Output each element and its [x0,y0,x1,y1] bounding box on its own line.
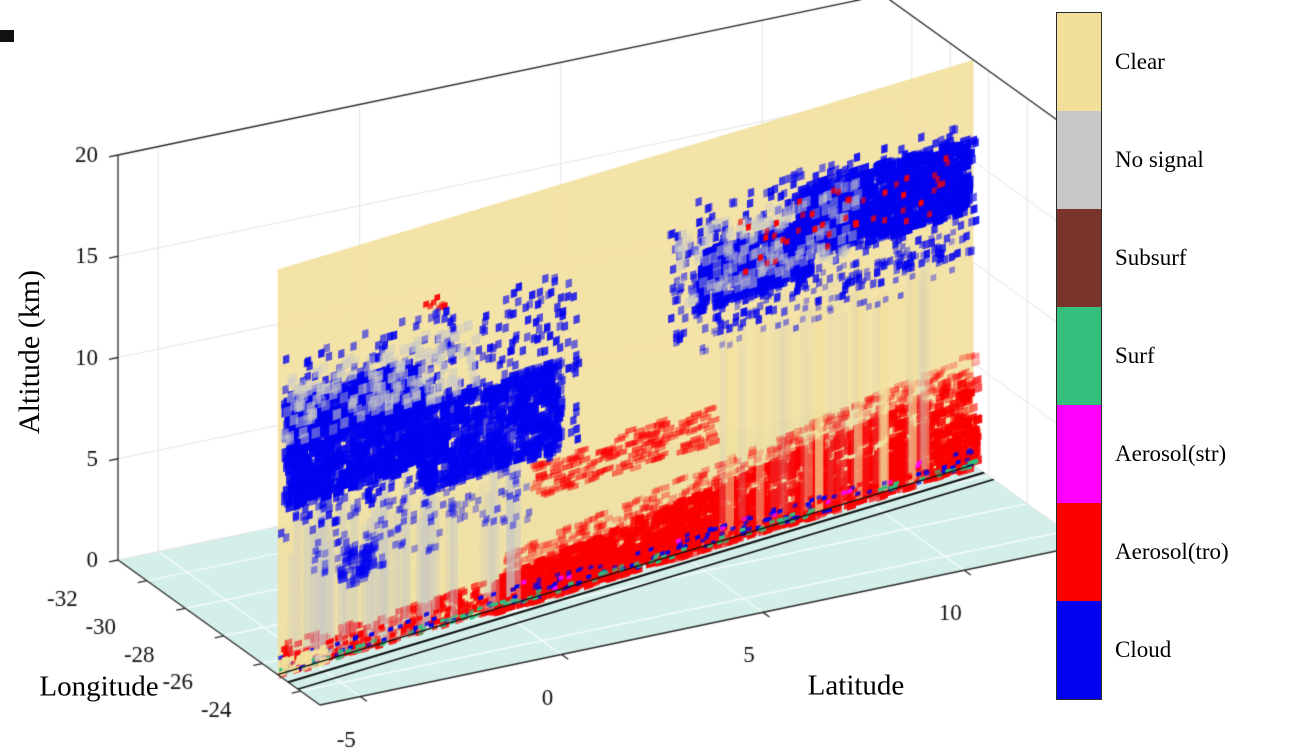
legend-label-surf: Surf [1115,343,1155,368]
legend-item-aerosol-tro: Aerosol(tro) [1057,503,1229,601]
latitude-axis-label: Latitude [807,669,905,702]
legend-label-aerosol-str: Aerosol(str) [1115,441,1227,466]
legend-label-aerosol-tro: Aerosol(tro) [1115,539,1229,564]
legend-item-surf: Surf [1057,307,1155,405]
legend-label-subsurf: Subsurf [1115,245,1187,270]
stray-mark [0,30,14,42]
legend-label-cloud: Cloud [1115,637,1172,662]
colorbar: Clear No signal Subsurf Surf Aerosol(str… [1056,12,1229,700]
longitude-axis-label: Longitude [39,670,159,703]
legend-item-aerosol-str: Aerosol(str) [1057,405,1226,503]
legend-label-no-signal: No signal [1115,147,1204,172]
legend-label-clear: Clear [1115,49,1165,74]
legend-item-no-signal: No signal [1057,111,1204,209]
legend-item-clear: Clear [1057,13,1165,111]
altitude-axis-label: Altitude (km) [13,269,46,435]
legend-item-cloud: Cloud [1057,601,1171,699]
legend-item-subsurf: Subsurf [1057,209,1187,307]
